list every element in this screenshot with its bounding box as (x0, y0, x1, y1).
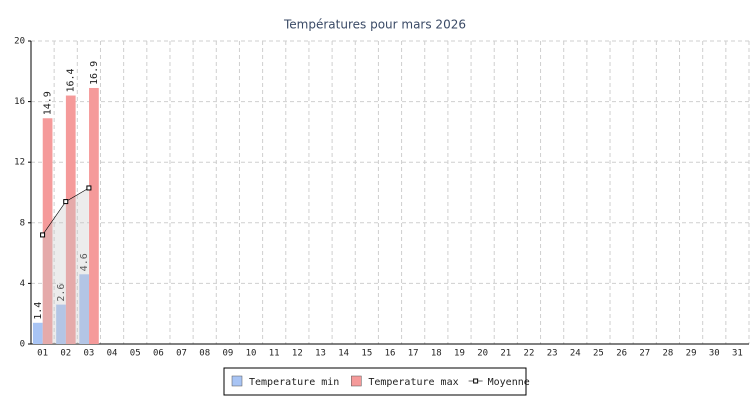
legend-swatch (231, 375, 243, 387)
x-tick-label: 22 (524, 349, 535, 359)
x-tick-label: 04 (107, 349, 118, 359)
x-tick-label: 21 (500, 349, 511, 359)
x-tick-label: 10 (246, 349, 257, 359)
chart-title: Températures pour mars 2026 (283, 18, 466, 32)
bar (65, 95, 76, 344)
x-tick-label: 20 (477, 349, 488, 359)
x-tick-label: 16 (385, 349, 396, 359)
y-tick-label: 8 (20, 218, 25, 228)
line-point (40, 232, 46, 238)
x-tick-label: 18 (431, 349, 442, 359)
y-tick-label: 4 (20, 279, 25, 289)
legend-swatch (351, 375, 362, 387)
bar (56, 304, 66, 344)
x-tick-label: 05 (130, 349, 141, 359)
bar (79, 274, 90, 344)
legend-marker (473, 378, 479, 384)
x-tick-label: 30 (709, 349, 720, 359)
mean-area (42, 187, 89, 344)
x-tick-label: 03 (83, 349, 94, 359)
x-tick-label: 15 (361, 349, 372, 359)
x-tick-label: 31 (732, 349, 743, 359)
value-label: 2.6 (56, 284, 67, 302)
x-tick-label: 14 (338, 349, 349, 359)
x-tick-label: 25 (593, 349, 604, 359)
bar (89, 87, 99, 344)
legend-label: Temperature max (368, 377, 458, 388)
y-tick-label: 16 (14, 97, 25, 107)
y-tick-label: 0 (20, 340, 25, 350)
x-tick-label: 26 (616, 349, 627, 359)
line-point (63, 199, 69, 205)
x-tick-label: 29 (686, 349, 697, 359)
y-tick-label: 20 (14, 37, 25, 47)
line-point (86, 185, 92, 191)
x-tick-label: 01 (37, 349, 48, 359)
value-label: 14.9 (43, 91, 54, 115)
x-tick-label: 24 (570, 349, 581, 359)
legend-label: Moyenne (488, 377, 530, 388)
x-tick-label: 23 (547, 349, 558, 359)
x-tick-label: 07 (176, 349, 187, 359)
x-tick-label: 12 (292, 349, 303, 359)
value-label: 4.6 (79, 253, 90, 271)
legend-label: Temperature min (249, 377, 339, 388)
bar (33, 322, 43, 344)
x-tick-label: 17 (408, 349, 419, 359)
x-tick-label: 13 (315, 349, 326, 359)
x-tick-label: 02 (60, 349, 71, 359)
value-label: 1.4 (33, 302, 44, 320)
x-tick-label: 08 (199, 349, 210, 359)
x-tick-label: 27 (639, 349, 650, 359)
bar (42, 118, 53, 344)
x-tick-label: 06 (153, 349, 164, 359)
value-label: 16.9 (89, 61, 100, 85)
x-tick-label: 19 (454, 349, 465, 359)
x-tick-label: 28 (663, 349, 674, 359)
x-tick-label: 11 (269, 349, 280, 359)
x-tick-label: 09 (222, 349, 233, 359)
value-label: 16.4 (66, 68, 77, 92)
y-tick-label: 12 (14, 158, 25, 168)
